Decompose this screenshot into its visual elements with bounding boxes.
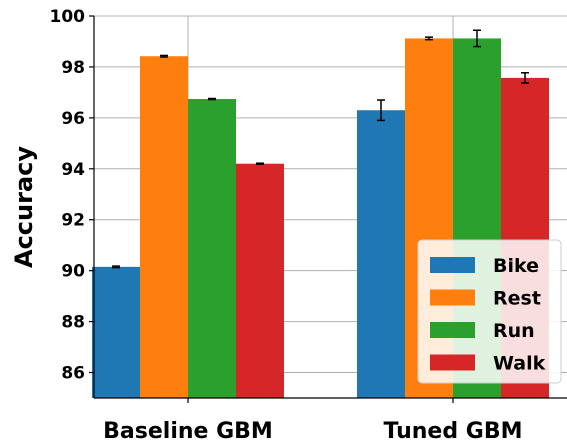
legend: Bike Rest Run Walk <box>417 239 562 384</box>
bar-rest-baseline <box>140 56 188 398</box>
y-tick-label: 100 <box>50 7 86 27</box>
bar-bike-tuned <box>357 110 405 398</box>
x-category-label: Baseline GBM <box>103 419 273 443</box>
y-tick-label: 98 <box>61 58 85 78</box>
legend-label-bike: Bike <box>493 255 539 277</box>
bar-bike-baseline <box>92 266 140 398</box>
legend-swatch-walk <box>430 354 475 371</box>
y-tick-label: 96 <box>61 109 85 129</box>
legend-swatch-rest <box>430 289 475 306</box>
legend-swatch-bike <box>430 257 475 273</box>
y-tick-label: 86 <box>61 364 85 384</box>
axis-layer: 86 88 90 92 94 96 98 100 Baseline GBM Tuned GBM <box>50 7 567 443</box>
legend-label-rest: Rest <box>493 288 541 310</box>
x-category-label: Tuned GBM <box>384 419 523 443</box>
legend-label-run: Run <box>493 320 535 342</box>
bar-run-baseline <box>188 99 236 398</box>
bar-walk-baseline <box>236 163 284 398</box>
y-tick-label: 90 <box>61 262 85 282</box>
legend-box <box>417 239 562 384</box>
legend-swatch-run <box>430 322 475 338</box>
y-axis-title: Accuracy <box>10 146 38 268</box>
legend-label-walk: Walk <box>493 353 546 375</box>
y-tick-label: 88 <box>61 313 85 333</box>
errorbar-layer <box>112 29 529 269</box>
y-tick-label: 92 <box>61 211 85 231</box>
y-tick-label: 94 <box>61 160 85 180</box>
